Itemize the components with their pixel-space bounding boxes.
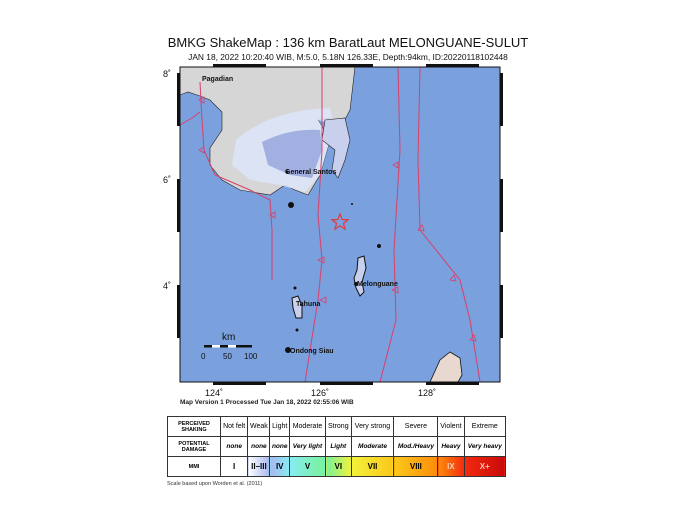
island [377, 244, 381, 248]
shaking-cell: Moderate [288, 416, 327, 437]
shaking-cell: Not felt [219, 416, 249, 437]
place-label: Pagadian [202, 76, 233, 83]
mmi-cell: VII [350, 456, 395, 477]
lat-tick: 4˚ [163, 281, 171, 291]
island-talaud [353, 255, 367, 297]
island [288, 202, 294, 208]
shaking-cell: Violent [437, 416, 465, 437]
shaking-row: PERCEIVED SHAKING Not felt Weak Light Mo… [167, 416, 507, 437]
mmi-cell: IV [269, 456, 290, 477]
island [351, 203, 353, 205]
place-label: General Santos [285, 169, 336, 176]
mmi-header: MMI [167, 456, 221, 477]
lat-tick: 8˚ [163, 69, 171, 79]
shaking-header: PERCEIVED SHAKING [167, 416, 221, 437]
land-peninsula [321, 117, 351, 179]
map-title: BMKG ShakeMap : 136 km BaratLaut MELONGU… [167, 35, 529, 50]
scale-unit: km [222, 332, 235, 343]
island-siau [285, 347, 291, 353]
damage-cell: none [269, 436, 290, 457]
damage-cell: Very heavy [463, 436, 507, 457]
lon-tick: 126˚ [311, 388, 329, 398]
scale-label: 0 [201, 352, 206, 361]
intensity-legend: PERCEIVED SHAKING Not felt Weak Light Mo… [167, 416, 507, 477]
damage-cell: Light [325, 436, 352, 457]
mmi-cell: I [219, 456, 249, 477]
city-marker [285, 170, 289, 174]
island [293, 286, 297, 290]
place-label: Ondong Siau [290, 348, 334, 355]
mmi-cell: VI [325, 456, 352, 477]
damage-cell: none [219, 436, 249, 457]
mmi-cell: VIII [393, 456, 439, 477]
shaking-cell: Very strong [350, 416, 395, 437]
fault-lines [179, 66, 481, 383]
damage-cell: Heavy [437, 436, 465, 457]
mmi-cell: II–III [247, 456, 271, 477]
event-details: JAN 18, 2022 10:20:40 WIB, M:5.0, 5.18N … [188, 52, 508, 62]
island-sangihe [291, 295, 303, 319]
map-version: Map Version 1 Processed Tue Jan 18, 2022… [180, 399, 354, 406]
lat-tick: 6˚ [163, 175, 171, 185]
mmi-row: MMI I II–III IV V VI VII VIII IX X+ [167, 456, 507, 477]
scale-label: 100 [244, 352, 258, 361]
damage-cell: Very light [288, 436, 327, 457]
damage-cell: none [247, 436, 271, 457]
mmi-cell: V [288, 456, 327, 477]
scale-note: Scale based upon Worden et al. (2011) [167, 481, 263, 487]
island [295, 328, 299, 332]
damage-header: POTENTIAL DAMAGE [167, 436, 221, 457]
shaking-cell: Weak [247, 416, 271, 437]
epicenter-star-icon [330, 212, 350, 231]
shaking-cell: Severe [393, 416, 439, 437]
shaking-cell: Light [269, 416, 290, 437]
city-marker [354, 282, 358, 286]
lon-tick: 128˚ [418, 388, 436, 398]
damage-cell: Moderate [350, 436, 395, 457]
damage-row: POTENTIAL DAMAGE none none none Very lig… [167, 436, 507, 457]
place-label: Tahuna [296, 301, 320, 308]
frame-ticks [177, 64, 503, 385]
scale-bar [204, 345, 252, 348]
damage-cell: Mod./Heavy [393, 436, 439, 457]
shaking-cell: Strong [325, 416, 352, 437]
shaking-zone-inner [262, 129, 322, 178]
mmi-cell: X+ [463, 456, 507, 477]
place-label: Melonguane [357, 281, 398, 288]
mmi-cell: IX [437, 456, 465, 477]
fault-teeth [198, 96, 477, 342]
lon-tick: 124˚ [205, 388, 223, 398]
scale-label: 50 [223, 352, 232, 361]
shaking-cell: Extreme [463, 416, 507, 437]
